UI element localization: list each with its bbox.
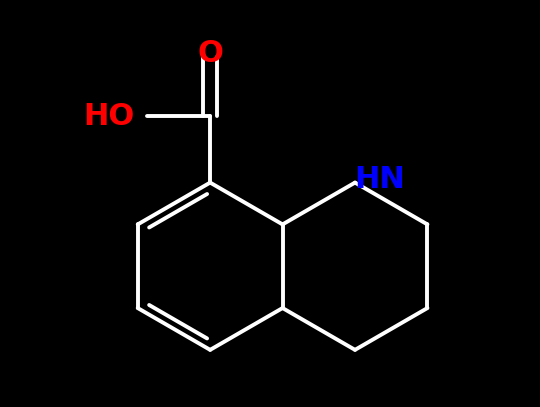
Text: O: O bbox=[197, 39, 223, 68]
Text: HO: HO bbox=[84, 102, 134, 131]
Text: HN: HN bbox=[354, 164, 405, 194]
